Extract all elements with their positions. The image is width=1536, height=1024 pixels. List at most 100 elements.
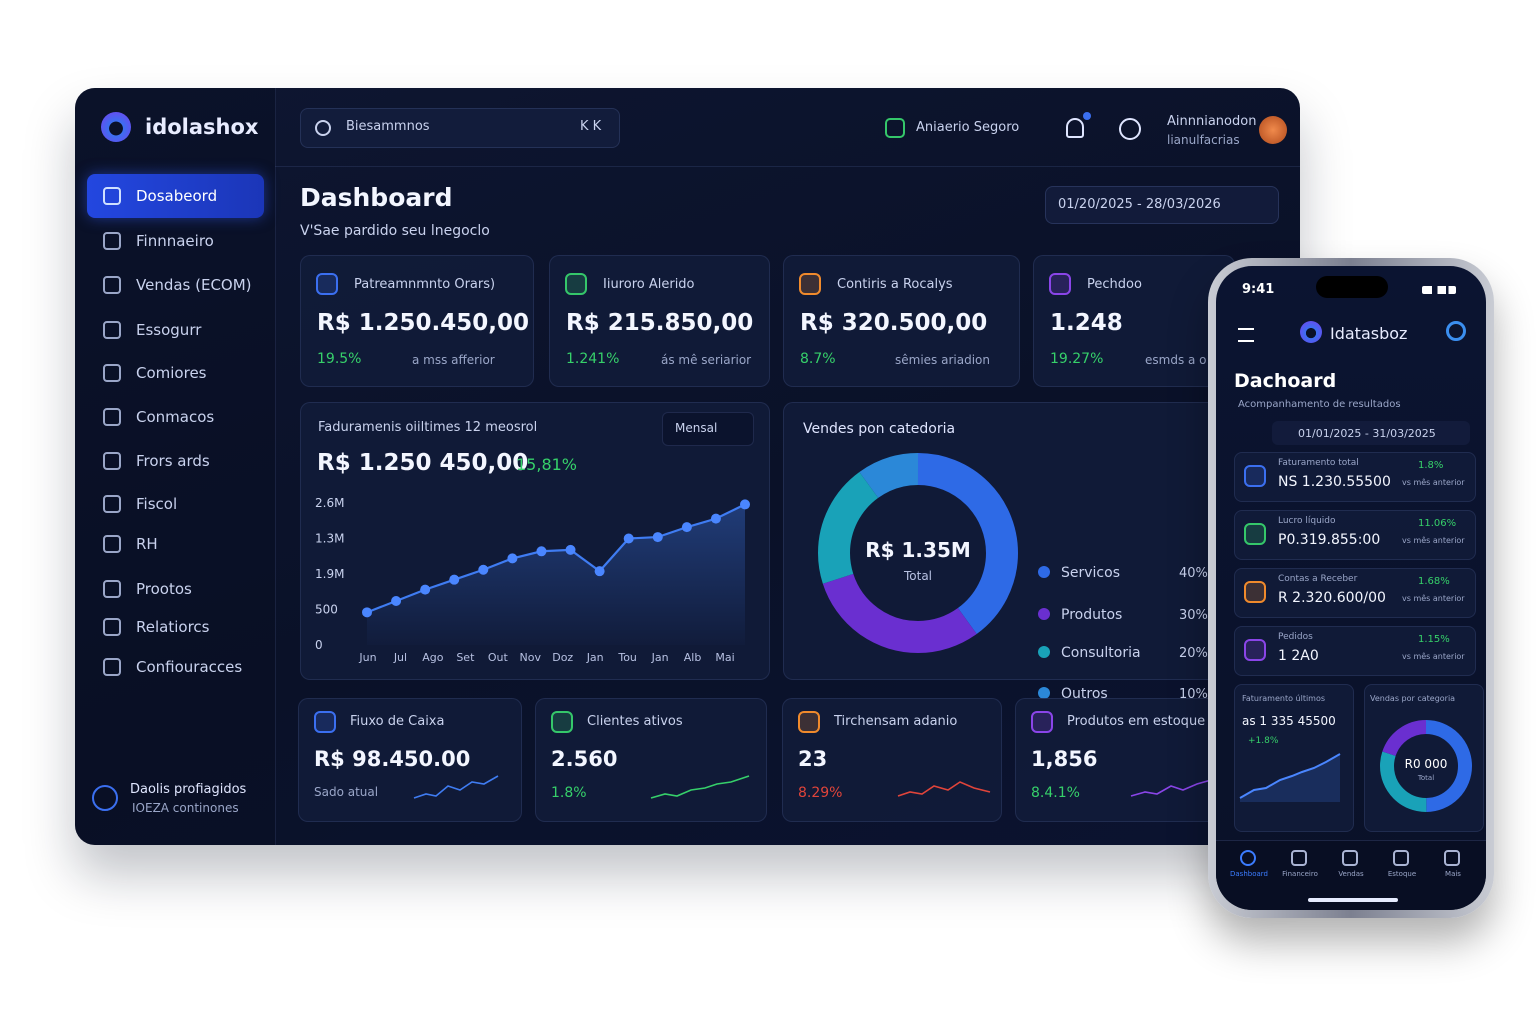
phone-item-note: vs mês anterior	[1402, 652, 1465, 661]
legend-dot	[1038, 687, 1050, 699]
stat-value: R$ 98.450.00	[314, 747, 471, 771]
phone-brand: Idatasboz	[1330, 324, 1408, 343]
date-picker[interactable]	[1045, 186, 1279, 224]
point	[681, 522, 692, 533]
tab-label[interactable]: Dashboard	[1230, 870, 1268, 878]
phone-item-icon	[1244, 639, 1266, 661]
legend-dot	[1038, 566, 1050, 578]
stat-label: Clientes ativos	[587, 714, 683, 729]
tab-icon[interactable]	[1444, 850, 1460, 866]
nav-icon	[103, 187, 121, 205]
phone-item	[1234, 510, 1476, 560]
phone-date[interactable]	[1272, 421, 1470, 445]
legend-value: 20%	[1179, 646, 1208, 661]
mini-line-label: Faturamento últimos	[1242, 694, 1326, 703]
donut-segment	[818, 453, 1018, 653]
nav-item[interactable]: Prootos	[136, 580, 192, 598]
stat-label: Produtos em estoque	[1067, 714, 1206, 729]
nav-icon	[103, 452, 121, 470]
tab-label[interactable]: Estoque	[1387, 870, 1417, 878]
stat-label: Tirchensam adanio	[834, 714, 958, 729]
tab-icon[interactable]	[1342, 850, 1358, 866]
kpi-change: 1.241%	[566, 351, 620, 367]
phone-item-label: Pedidos	[1278, 632, 1313, 642]
menu-icon[interactable]	[1238, 328, 1254, 342]
stat-note: 8.4.1%	[1031, 785, 1080, 801]
legend-dot	[1038, 608, 1050, 620]
tab-label[interactable]: Financeiro	[1282, 870, 1318, 878]
footer-icon	[92, 785, 118, 811]
sparkline	[413, 775, 499, 799]
user-role: lianulfacrias	[1167, 133, 1240, 147]
nav-item[interactable]: Conmacos	[136, 408, 215, 426]
bell-icon[interactable]	[1066, 118, 1084, 138]
phone-item-change: 1.8%	[1418, 460, 1444, 471]
nav-item[interactable]: Comiores	[136, 364, 207, 382]
nav-active	[87, 174, 264, 218]
tab-icon[interactable]	[1240, 850, 1256, 866]
nav-item[interactable]: Dosabeord	[136, 187, 218, 205]
x-tick-label: Tou	[617, 651, 637, 664]
nav-item[interactable]: RH	[136, 535, 158, 553]
footer-title[interactable]: Daolis profiagidos	[130, 782, 247, 797]
kpi-value: R$ 320.500,00	[800, 310, 988, 336]
tab-icon[interactable]	[1291, 850, 1307, 866]
stat-note: Sado atual	[314, 785, 379, 799]
nav-item[interactable]: Confiouracces	[136, 658, 243, 676]
company[interactable]: Aniaerio Segoro	[916, 120, 1020, 135]
page-subtitle: V'Sae pardido seu lnegoclo	[300, 223, 490, 239]
phone-date-text: 01/01/2025 - 31/03/2025	[1298, 427, 1436, 440]
phone-item-value: NS 1.230.55500	[1278, 474, 1391, 490]
point	[623, 533, 634, 544]
search-icon	[315, 120, 331, 136]
kpi-change: 8.7%	[800, 351, 836, 367]
notch	[1316, 276, 1388, 298]
nav-item[interactable]: Vendas (ECOM)	[136, 276, 252, 294]
period-select[interactable]	[662, 412, 754, 446]
nav-item[interactable]: Finnnaeiro	[136, 232, 214, 250]
nav-item[interactable]: Fiscol	[136, 495, 178, 513]
nav-icon	[103, 276, 121, 294]
stat-icon	[551, 711, 573, 733]
kpi-note: sêmies ariadion	[895, 353, 990, 367]
kpi-card	[300, 255, 534, 387]
mini-donut-ring	[1380, 720, 1472, 812]
point	[507, 553, 518, 564]
sparkline	[650, 775, 750, 799]
tab-label[interactable]: Mais	[1445, 870, 1461, 878]
help-icon[interactable]	[1119, 118, 1141, 140]
search-box[interactable]	[300, 108, 620, 148]
mini-donut-label: Vendas por categoria	[1370, 694, 1456, 703]
revenue-change: 15,81%	[516, 455, 578, 474]
x-tick-label: Jan	[586, 651, 604, 664]
tab-label[interactable]: Vendas	[1338, 870, 1364, 878]
donut-center-value: R$ 1.35M	[865, 538, 971, 562]
x-tick-label: Set	[456, 651, 475, 664]
revenue-chart: 2.6M 1.3M 1.9M 500 0 Jun Jul Ago Set Out Nov Doz Jan…	[315, 496, 750, 664]
kpi-change: 19.5%	[317, 351, 362, 367]
line	[366, 503, 746, 614]
nav-icon	[103, 495, 121, 513]
revenue-total: R$ 1.250 450,00	[317, 450, 529, 476]
kpi-icon	[316, 273, 338, 295]
phone: 9:41 Idatasboz Dachoard Acompanhamento de r…	[1208, 258, 1494, 918]
x-tick-label: Doz	[552, 651, 573, 664]
nav-item[interactable]: Relatiorcs	[136, 618, 210, 636]
kpi-icon	[1049, 273, 1071, 295]
x-tick-label: Nov	[520, 651, 542, 664]
nav-item[interactable]: Essogurr	[136, 321, 202, 339]
phone-settings[interactable]	[1446, 321, 1466, 341]
nav-item[interactable]: Frors ards	[136, 452, 210, 470]
phone-item-change: 11.06%	[1418, 518, 1457, 529]
point	[478, 564, 489, 575]
page-title: Dashboard	[300, 183, 453, 212]
phone-logo	[1300, 321, 1322, 343]
x-tick-label: Ago	[422, 651, 444, 664]
phone-title: Dachoard	[1234, 370, 1337, 392]
donut-center-label: Total	[903, 569, 932, 583]
mini-line	[1239, 753, 1341, 799]
x-tick-label: Out	[488, 651, 509, 664]
kpi-value: R$ 215.850,00	[566, 310, 754, 336]
tab-icon[interactable]	[1393, 850, 1409, 866]
avatar[interactable]	[1259, 116, 1287, 144]
